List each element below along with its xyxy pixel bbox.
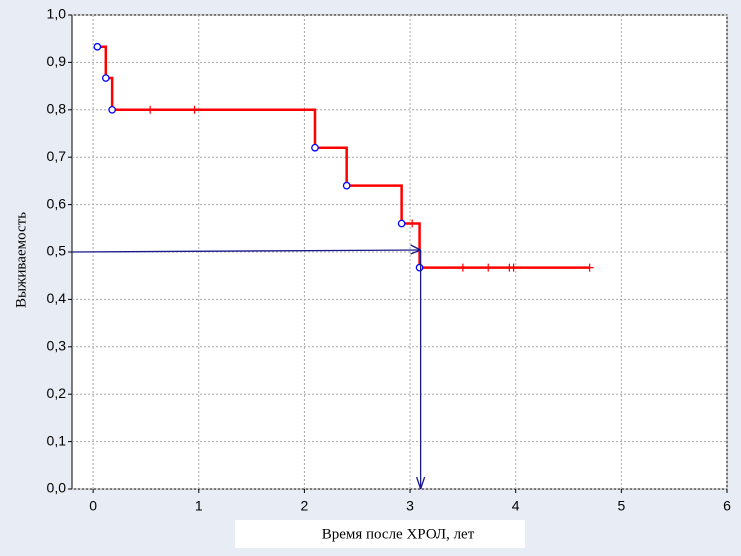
event-point <box>93 42 102 51</box>
censor-mark <box>408 219 417 228</box>
x-axis-label: Время после ХРОЛ, лет <box>322 526 475 542</box>
x-tick-label: 0 <box>89 498 97 514</box>
arrow-head <box>416 476 426 490</box>
censor-mark <box>190 105 199 114</box>
x-tick-label: 3 <box>406 498 414 514</box>
censor-mark <box>458 263 467 272</box>
censor-mark <box>484 263 493 272</box>
x-tick-label: 2 <box>301 498 309 514</box>
event-point <box>415 263 424 272</box>
event-point <box>101 74 110 82</box>
censor-mark <box>146 105 155 114</box>
y-tick-label: 0,5 <box>47 243 67 259</box>
event-point <box>342 181 351 190</box>
x-tick-label: 5 <box>617 498 625 514</box>
event-point <box>311 143 319 152</box>
y-tick-label: 0,4 <box>47 290 67 306</box>
y-tick-label: 0,0 <box>47 480 67 496</box>
y-tick-label: 0,7 <box>47 148 67 164</box>
median-h-arrow <box>71 249 421 253</box>
x-tick-label: 1 <box>195 498 203 514</box>
y-tick-label: 0,6 <box>47 195 67 211</box>
x-label-box <box>235 520 525 548</box>
y-tick-label: 0,1 <box>47 432 67 448</box>
arrow-head <box>410 244 421 255</box>
y-axis-label: Выживаемость <box>13 212 29 308</box>
y-tick-label: 0,3 <box>47 338 67 354</box>
y-tick-label: 1,0 <box>47 6 67 22</box>
censor-mark <box>585 263 594 272</box>
y-tick-label: 0,9 <box>47 53 67 69</box>
event-point <box>397 219 406 228</box>
event-point <box>108 105 116 114</box>
censor-mark <box>509 263 518 272</box>
x-tick-label: 6 <box>723 498 731 514</box>
y-tick-label: 0,8 <box>47 101 67 117</box>
x-tick-label: 4 <box>512 498 520 514</box>
y-tick-label: 0,2 <box>47 385 67 401</box>
